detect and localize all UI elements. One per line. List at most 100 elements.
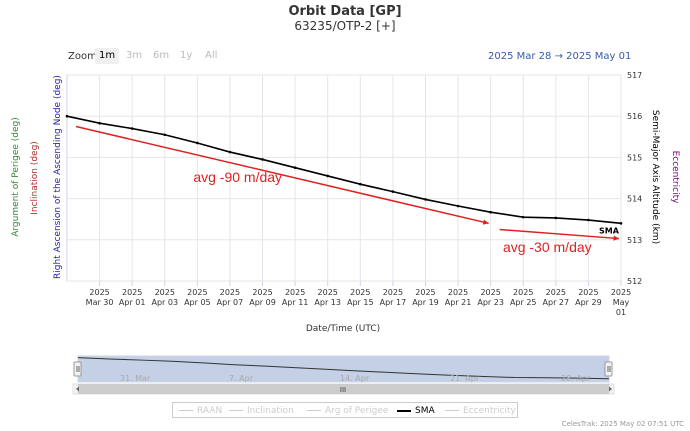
series-point <box>326 174 330 178</box>
legend-symbol <box>307 410 321 411</box>
annotation-arrow-2 <box>499 228 620 240</box>
x-tick-label-year: 2025 <box>122 288 142 297</box>
zoom-3m-button[interactable]: 3m <box>126 50 143 61</box>
series-point <box>489 210 492 214</box>
legend-label: Inclination <box>247 406 294 416</box>
y-tick-label: 516 <box>627 112 642 121</box>
series-point <box>261 158 264 161</box>
zoom-6m-button[interactable]: 6m <box>153 50 170 61</box>
legend-item-sma[interactable]: SMA <box>397 405 435 417</box>
legend-symbol <box>397 409 411 412</box>
range-arrow: → <box>554 51 563 62</box>
x-tick-label-year: 2025 <box>155 288 175 297</box>
series-point <box>391 190 395 193</box>
y-right-ticks: 512 513 514 515 516 517 <box>627 71 642 286</box>
legend-item-inclination[interactable]: Inclination <box>229 405 294 417</box>
y-tick-label: 515 <box>627 153 642 162</box>
x-tick-label-year: 2025 <box>480 288 500 297</box>
navigator-tick-label: 31. Mar <box>120 374 151 383</box>
legend-item-eccentricity[interactable]: Eccentricity <box>445 405 516 417</box>
series-label-sma: SMA <box>599 226 620 235</box>
x-tick-label-year: 2025 <box>89 288 109 297</box>
navigator[interactable]: 31. Mar 7. Apr 14. Apr 21. Apr 28. Apr III <box>72 355 615 395</box>
series-point <box>358 182 362 186</box>
x-tick-label-day: Apr 21 <box>445 298 472 307</box>
x-tick-label-day-number: 01 <box>616 308 626 317</box>
series-point <box>521 215 525 219</box>
x-tick-label-day: May <box>613 298 630 307</box>
series-point <box>456 204 460 208</box>
series-point <box>228 150 232 154</box>
credit-text[interactable]: CelesTrak: 2025 May 02 07:51 UTC <box>561 420 684 428</box>
zoom-1y-button[interactable]: 1y <box>180 50 193 61</box>
navigator-tick-label: 21. Apr <box>450 374 480 383</box>
series-point <box>619 222 623 225</box>
legend-label: Arg of Perigee <box>325 406 389 416</box>
annotation-arrowhead-1 <box>482 219 489 225</box>
x-tick-label-day: Apr 17 <box>380 298 407 307</box>
x-tick-label-year: 2025 <box>415 288 435 297</box>
x-tick-label-day: Mar 30 <box>86 298 114 307</box>
x-axis-title: Date/Time (UTC) <box>306 324 380 334</box>
x-tick-label-year: 2025 <box>611 288 631 297</box>
legend-item-arg-perigee[interactable]: Arg of Perigee <box>307 405 388 417</box>
x-tick-label-year: 2025 <box>187 288 207 297</box>
legend: RAAN Inclination Arg of Perigee SMA Ecce… <box>172 402 518 418</box>
scrollbar-grip: III <box>340 386 346 394</box>
x-tick-label-year: 2025 <box>578 288 598 297</box>
x-tick-label-year: 2025 <box>252 288 272 297</box>
annotations: avg -90 m/day avg -30 m/day <box>75 125 620 255</box>
x-tick-label-day: Apr 25 <box>510 298 537 307</box>
legend-item-raan[interactable]: RAAN <box>179 405 222 417</box>
x-tick-label-day: Apr 07 <box>217 298 244 307</box>
chart-subtitle[interactable]: 63235/OTP-2 [+] <box>294 19 396 33</box>
y-tick-label: 513 <box>627 236 642 245</box>
series-point <box>424 198 427 201</box>
zoom-1m-button[interactable]: 1m <box>95 48 120 64</box>
chart-title: Orbit Data [GP] <box>288 4 402 19</box>
navigator-series-line <box>77 357 610 380</box>
range-from[interactable]: 2025 Mar 28 <box>488 51 552 62</box>
series-point <box>163 133 167 137</box>
grid-lines <box>66 74 622 282</box>
legend-label: RAAN <box>197 406 223 416</box>
series-point <box>554 216 558 220</box>
zoom-label: Zoom <box>68 51 97 62</box>
x-tick-label-day: Apr 15 <box>347 298 374 307</box>
scrollbar-left-arrow-icon <box>76 386 79 392</box>
scrollbar-thumb <box>78 384 609 394</box>
series-point <box>130 127 134 130</box>
series-point <box>98 121 101 125</box>
legend-symbol <box>229 410 243 411</box>
x-tick-label-day: Apr 23 <box>477 298 504 307</box>
x-tick-label-year: 2025 <box>513 288 533 297</box>
series-layer: SMA <box>65 114 623 235</box>
date-range-display[interactable]: 2025 Mar 28 → 2025 May 01 <box>488 51 631 62</box>
x-tick-label-year: 2025 <box>546 288 566 297</box>
series-point <box>196 141 199 145</box>
x-tick-label-year: 2025 <box>318 288 338 297</box>
navigator-tick-label: 14. Apr <box>340 374 370 383</box>
navigator-tick-label: 28. Apr <box>561 374 591 383</box>
series-point <box>587 218 590 222</box>
x-tick-label-day: Apr 03 <box>151 298 178 307</box>
legend-symbol <box>179 410 193 411</box>
y-tick-label: 517 <box>627 71 642 80</box>
legend-label: Eccentricity <box>463 406 516 416</box>
x-tick-label-day: Apr 11 <box>282 298 309 307</box>
x-tick-label-year: 2025 <box>220 288 240 297</box>
annotation-label-1: avg -90 m/day <box>193 169 282 185</box>
x-tick-label-day: Apr 29 <box>575 298 602 307</box>
legend-symbol <box>445 410 459 411</box>
x-tick-label-day: Apr 27 <box>543 298 570 307</box>
navigator-tick-label: 7. Apr <box>229 374 254 383</box>
x-tick-label-year: 2025 <box>383 288 403 297</box>
x-tick-label-year: 2025 <box>285 288 305 297</box>
range-to[interactable]: 2025 May 01 <box>566 51 632 62</box>
annotation-arrow-1 <box>75 125 489 225</box>
x-tick-label-day: Apr 19 <box>412 298 439 307</box>
x-tick-label-day: Apr 05 <box>184 298 211 307</box>
series-point <box>65 114 69 118</box>
zoom-all-button[interactable]: All <box>205 50 218 61</box>
